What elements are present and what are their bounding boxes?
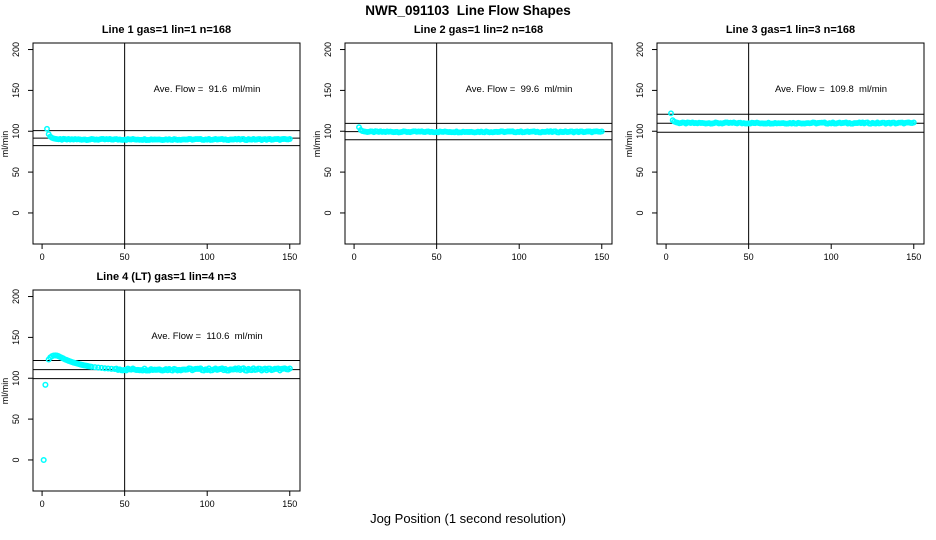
x-tick-label: 50 — [120, 252, 130, 262]
y-tick-label: 0 — [11, 457, 21, 462]
x-tick-label: 50 — [120, 499, 130, 509]
plot-box — [344, 42, 613, 245]
y-tick-label: 200 — [11, 42, 21, 57]
data-point — [105, 365, 112, 372]
plot-box — [32, 289, 301, 492]
x-tick-label: 100 — [824, 252, 839, 262]
y-tick-label: 150 — [11, 83, 21, 98]
ave-flow-annotation: Ave. Flow = 109.8 ml/min — [774, 84, 888, 95]
y-tick-label: 100 — [11, 124, 21, 139]
y-tick-label: 0 — [11, 210, 21, 215]
y-axis-label: ml/min — [312, 130, 322, 158]
data-point — [598, 128, 605, 135]
y-tick-label: 200 — [635, 42, 645, 57]
x-tick-label: 150 — [282, 499, 297, 509]
subplot-title: Line 2 gas=1 lin=2 n=168 — [413, 24, 544, 36]
x-tick-label: 150 — [906, 252, 921, 262]
subplot-line-4: 0 50 100 150 0 50 100 150 200 Line 4 (LT) gas=1 … — [0, 267, 312, 517]
y-tick-label: 50 — [323, 167, 333, 177]
subplot-title: Line 4 (LT) gas=1 lin=4 n=3 — [96, 271, 237, 283]
page-title: NWR_091103 Line Flow Shapes — [365, 3, 571, 18]
subplot-line-2: 0 50 100 150 0 50 100 150 200 Line 2 gas=1 lin=2… — [312, 20, 624, 270]
x-tick-label: 100 — [200, 252, 215, 262]
x-tick-label: 0 — [664, 252, 669, 262]
subplot-title: Line 3 gas=1 lin=3 n=168 — [725, 24, 856, 36]
data-point — [101, 365, 108, 372]
chart-canvas-line-2: 0 50 100 150 0 50 100 150 200 — [323, 42, 613, 262]
y-axis-label: ml/min — [0, 130, 10, 158]
data-point — [88, 363, 95, 370]
data-point — [40, 456, 47, 464]
y-tick-label: 50 — [11, 414, 21, 424]
ave-flow-annotation: Ave. Flow = 99.6 ml/min — [465, 84, 573, 95]
x-tick-label: 150 — [282, 252, 297, 262]
x-tick-label: 100 — [200, 499, 215, 509]
y-tick-label: 150 — [11, 330, 21, 345]
y-tick-label: 50 — [635, 167, 645, 177]
chart-canvas-line-3: 0 50 100 150 0 50 100 150 200 — [635, 42, 925, 262]
y-tick-label: 200 — [11, 289, 21, 304]
y-axis-label: ml/min — [0, 377, 10, 405]
data-point — [95, 364, 102, 371]
x-tick-label: 100 — [512, 252, 527, 262]
x-tick-label: 0 — [40, 252, 45, 262]
y-tick-label: 0 — [635, 210, 645, 215]
ave-flow-annotation: Ave. Flow = 91.6 ml/min — [153, 84, 261, 95]
data-point — [42, 381, 49, 388]
data-point — [286, 136, 293, 142]
ave-flow-annotation: Ave. Flow = 110.6 ml/min — [151, 331, 263, 342]
x-tick-label: 50 — [744, 252, 754, 262]
data-point — [91, 364, 98, 371]
y-tick-label: 100 — [635, 124, 645, 139]
data-point — [98, 364, 105, 371]
y-tick-label: 200 — [323, 42, 333, 57]
x-axis-label: Jog Position (1 second resolution) — [370, 511, 566, 526]
y-tick-label: 50 — [11, 167, 21, 177]
data-point — [910, 119, 917, 126]
x-tick-label: 0 — [40, 499, 45, 509]
subplot-title: Line 1 gas=1 lin=1 n=168 — [101, 24, 232, 36]
x-tick-label: 0 — [352, 252, 357, 262]
y-tick-label: 100 — [11, 371, 21, 386]
plot-box — [656, 42, 925, 245]
y-tick-label: 150 — [323, 83, 333, 98]
y-tick-label: 0 — [323, 210, 333, 215]
x-tick-label: 150 — [594, 252, 609, 262]
y-tick-label: 150 — [635, 83, 645, 98]
subplot-line-1: 0 50 100 150 0 50 100 150 200 Line 1 gas=1 lin=1… — [0, 20, 312, 270]
subplot-line-3: 0 50 100 150 0 50 100 150 200 Line 3 gas=1 lin=3… — [624, 20, 936, 270]
data-point — [668, 110, 674, 117]
data-point — [286, 365, 293, 372]
plot-box — [32, 42, 301, 245]
chart-canvas-line-1: 0 50 100 150 0 50 100 150 200 — [11, 42, 301, 262]
data-point — [44, 125, 50, 132]
y-tick-label: 100 — [323, 124, 333, 139]
y-axis-label: ml/min — [624, 130, 634, 158]
x-tick-label: 50 — [432, 252, 442, 262]
chart-canvas-line-4: 0 50 100 150 0 50 100 150 200 — [11, 289, 301, 509]
